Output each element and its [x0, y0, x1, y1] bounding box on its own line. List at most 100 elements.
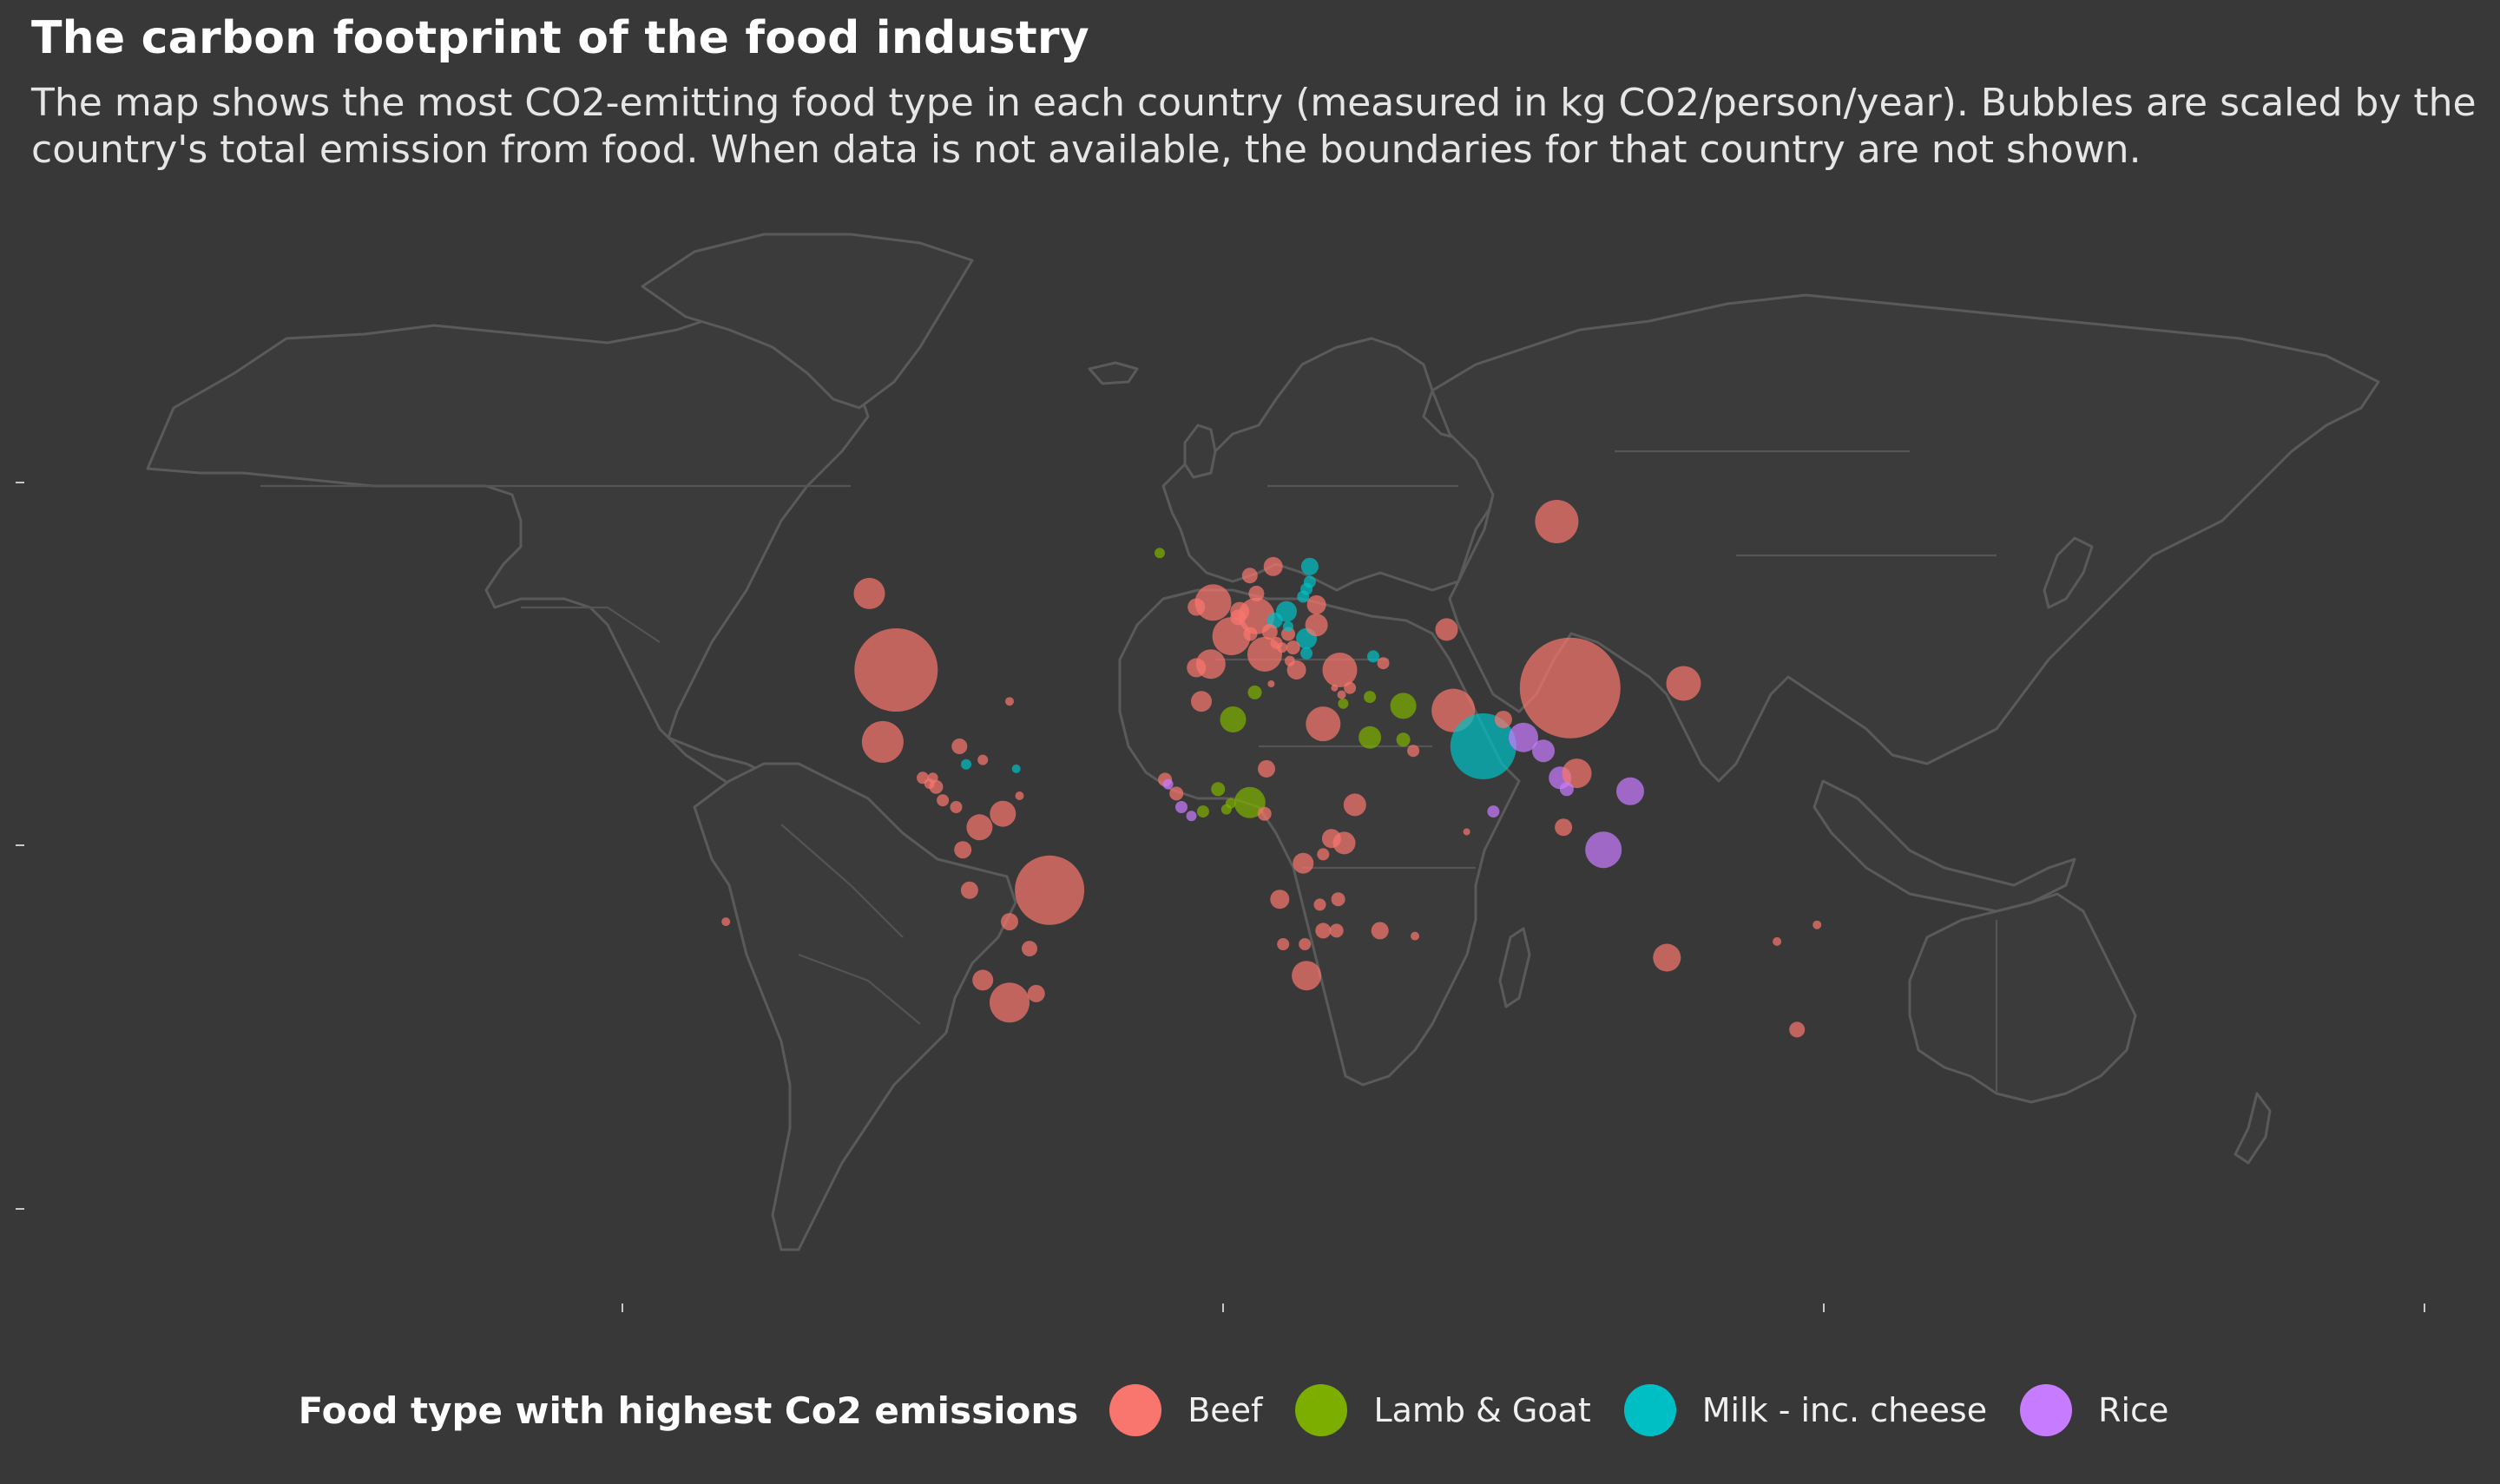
bubble-lamb: [1390, 693, 1417, 719]
bubble-milk: [1303, 575, 1316, 588]
bubble-beef: [1191, 691, 1212, 712]
bubble-beef: [1015, 791, 1024, 800]
bubble-beef: [1187, 658, 1207, 678]
bubble-beef: [1261, 624, 1278, 640]
land-great-britain: [1183, 424, 1217, 479]
land-africa: [1118, 588, 1521, 1087]
bubble-beef: [1169, 786, 1184, 801]
bubble-beef: [1230, 609, 1247, 626]
bubble-beef: [1494, 711, 1512, 728]
legend-swatch-milk: [1623, 1384, 1676, 1436]
bubble-beef: [929, 779, 944, 794]
bubble-beef: [1812, 920, 1822, 929]
legend-label-beef: Beef: [1188, 1391, 1263, 1429]
legend-item-rice: Rice: [2020, 1384, 2168, 1436]
bubble-lamb: [1234, 786, 1266, 818]
bubble-beef: [1313, 898, 1326, 911]
bubble-beef: [927, 772, 938, 784]
bubble-rice: [1186, 811, 1197, 822]
bubble-beef: [1329, 923, 1344, 938]
bubble-beef: [1519, 637, 1621, 739]
page-subtitle: The map shows the most CO2-emitting food…: [31, 81, 2477, 172]
bubble-beef: [1377, 657, 1390, 670]
legend-swatch-rice: [2020, 1384, 2073, 1436]
legend-swatch-lamb-goat: [1295, 1384, 1348, 1436]
bubble-beef: [1407, 745, 1420, 758]
legend-label-rice: Rice: [2098, 1391, 2169, 1429]
bubble-beef: [1284, 655, 1295, 666]
bubble-lamb: [1225, 798, 1236, 809]
bubble-milk: [961, 758, 971, 770]
bubble-lamb: [1247, 685, 1262, 699]
bubble-beef: [1293, 852, 1314, 874]
land-indonesia: [1812, 779, 2076, 913]
bubble-beef: [1331, 892, 1345, 907]
bubble-beef: [937, 794, 950, 807]
bubble-beef: [1653, 943, 1681, 972]
bubble-beef: [1292, 961, 1322, 991]
bubble-beef: [854, 628, 938, 712]
bubble-beef: [1463, 828, 1470, 836]
legend: Food type with highest Co2 emissions Bee…: [0, 1380, 2500, 1441]
bubble-beef: [1267, 680, 1275, 687]
bubble-beef: [950, 801, 963, 813]
country-borders: [260, 450, 1998, 1093]
bubble-rice: [1162, 778, 1174, 790]
bubble-lamb: [1359, 726, 1382, 749]
legend-item-beef: Beef: [1109, 1384, 1262, 1436]
bubble-rice: [1175, 801, 1188, 813]
bubble-lamb: [1396, 732, 1411, 747]
land-north-america: [146, 311, 870, 835]
bubble-beef: [1194, 584, 1232, 621]
bubble-beef: [1555, 818, 1573, 837]
bubble-beef: [1263, 556, 1283, 576]
bubble-beef: [1243, 627, 1258, 641]
bubble-beef: [990, 982, 1030, 1023]
bubble-beef: [1015, 855, 1085, 925]
bubble-beef: [1022, 941, 1037, 957]
bubble-beef: [1331, 684, 1339, 692]
land-iceland: [1088, 361, 1139, 385]
bubble-milk: [1300, 647, 1313, 660]
bubble-beef: [1321, 829, 1341, 849]
bubble-beef: [1299, 938, 1312, 950]
bubble-beef: [853, 577, 885, 609]
bubble-lamb: [1211, 782, 1226, 797]
bubble-beef: [861, 720, 904, 763]
bubble-beef: [990, 800, 1016, 827]
bubble-beef: [1277, 938, 1290, 950]
bubble-layer: [721, 500, 1822, 1038]
land-south-america: [693, 762, 1017, 1251]
bubble-beef: [1789, 1021, 1806, 1038]
legend-item-milk: Milk - inc. cheese: [1623, 1384, 1987, 1436]
bubble-beef: [1306, 706, 1341, 742]
legend-swatch-beef: [1109, 1384, 1162, 1436]
bubble-beef: [1212, 617, 1251, 656]
bubble-rice: [1585, 831, 1622, 869]
bubble-beef: [1281, 627, 1295, 641]
bubble-lamb: [1155, 548, 1165, 559]
land-new-zealand: [2234, 1092, 2272, 1165]
bubble-beef: [721, 917, 731, 927]
bubble-beef: [1322, 653, 1358, 687]
bubble-beef: [1248, 585, 1265, 601]
bubble-milk: [1283, 621, 1293, 632]
bubble-beef: [1315, 923, 1332, 939]
bubble-beef: [977, 754, 989, 765]
bubble-beef: [1317, 848, 1330, 861]
bubble-beef: [1241, 568, 1258, 584]
bubble-beef: [954, 841, 972, 859]
bubble-beef: [1306, 594, 1326, 614]
bubble-rice: [1509, 722, 1538, 752]
bubble-milk: [1300, 557, 1319, 575]
landmasses: [146, 233, 2380, 1251]
land-australia: [1908, 892, 2137, 1104]
bubble-rice: [1532, 739, 1555, 763]
land-greenland: [641, 233, 974, 410]
bubble-beef: [1435, 618, 1458, 641]
bubble-beef: [1562, 758, 1592, 789]
legend-label-lamb-goat: Lamb & Goat: [1373, 1391, 1591, 1429]
bubble-beef: [972, 969, 994, 991]
